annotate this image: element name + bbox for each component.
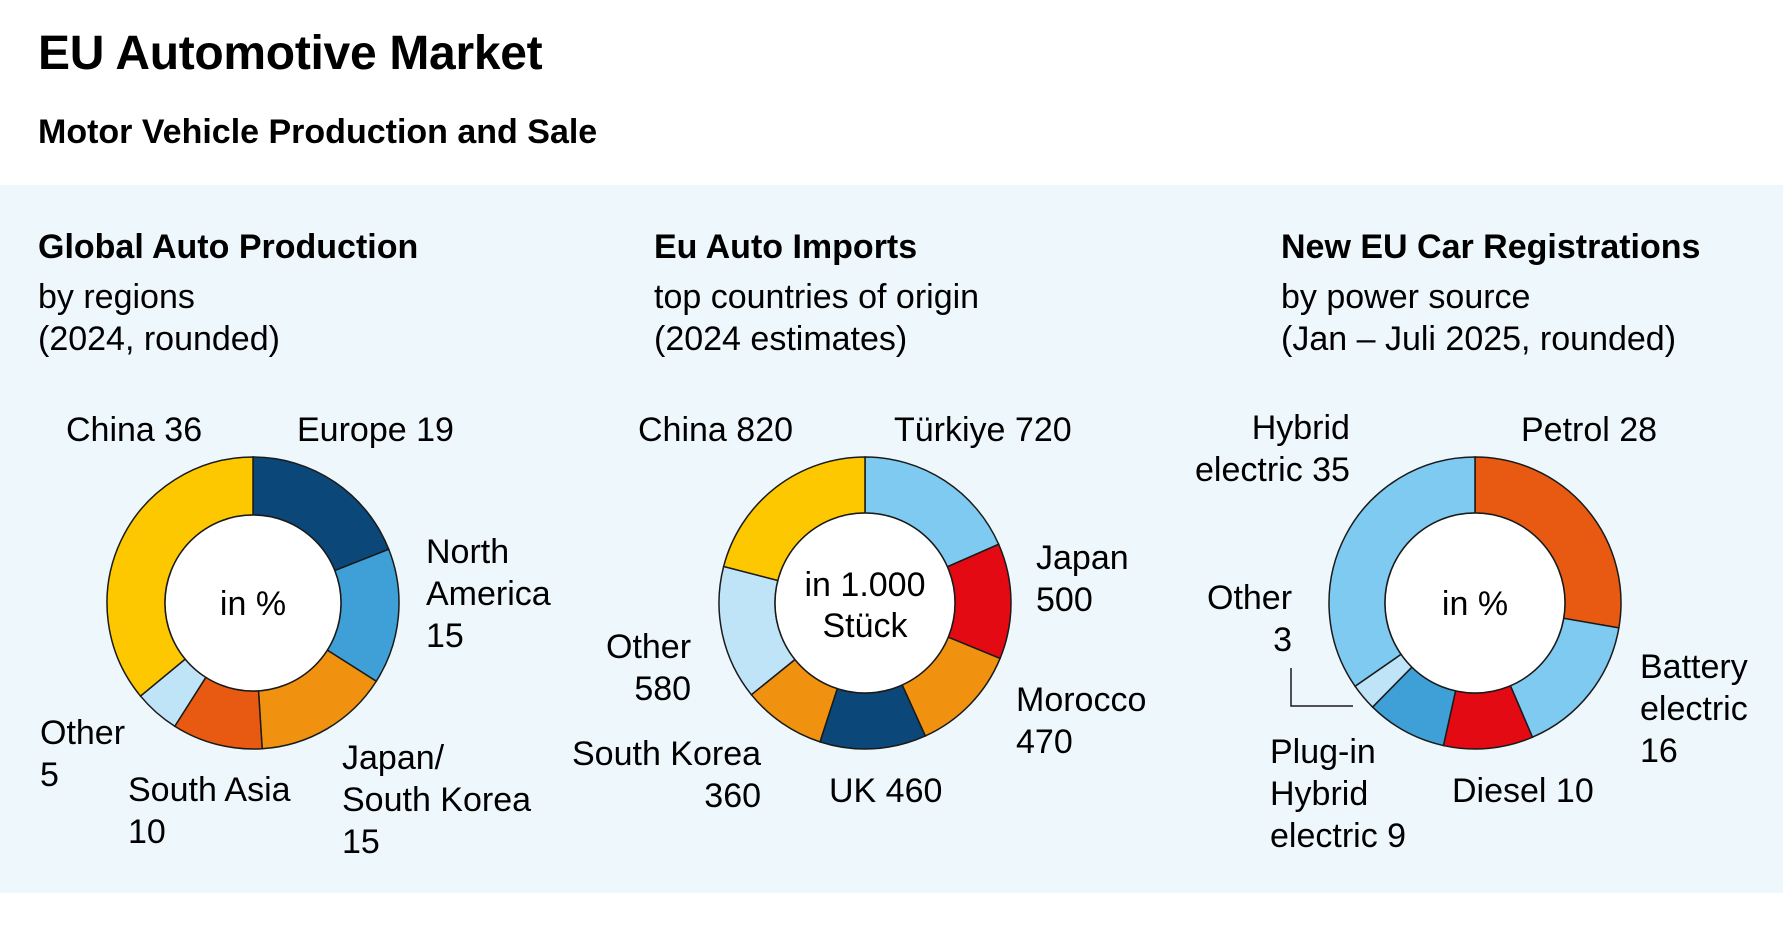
charts-panel: Global Auto Production by regions (2024,… bbox=[0, 185, 1783, 893]
slice-label-japan-south-korea: Japan/ South Korea 15 bbox=[342, 739, 532, 861]
chart-subtitle-line1: by power source bbox=[1281, 278, 1531, 316]
chart-title: Eu Auto Imports bbox=[654, 228, 918, 266]
slice-label-diesel: Diesel 10 bbox=[1452, 772, 1594, 810]
center-label: in % bbox=[219, 585, 287, 623]
chart-title: Global Auto Production bbox=[38, 228, 419, 266]
other-leader-line bbox=[1290, 668, 1353, 707]
center-label: in 1.000 Stück bbox=[765, 565, 965, 647]
center-label-line2: Stück bbox=[822, 607, 908, 645]
chart-subtitle-line2: (Jan – Juli 2025, rounded) bbox=[1281, 320, 1677, 358]
donut-hole bbox=[164, 514, 342, 692]
chart-subtitle: by regions (2024, rounded) bbox=[38, 276, 280, 360]
slice-label-other: Other 580 bbox=[606, 628, 692, 708]
slice-label-other: Other 5 bbox=[40, 714, 126, 794]
global-production-chart: Global Auto Production by regions (2024,… bbox=[38, 185, 598, 893]
chart-subtitle: top countries of origin (2024 estimates) bbox=[654, 276, 979, 360]
page-title: EU Automotive Market bbox=[38, 27, 543, 80]
eu-imports-chart: Eu Auto Imports top countries of origin … bbox=[572, 185, 1174, 893]
chart-subtitle-line2: (2024, rounded) bbox=[38, 320, 280, 358]
donut-svg bbox=[1290, 456, 1622, 750]
center-label: in % bbox=[1441, 585, 1509, 623]
chart-subtitle-line1: by regions bbox=[38, 278, 195, 316]
slice-label-hybrid-electric: Hybrid electric 35 bbox=[1195, 409, 1350, 489]
chart-subtitle: by power source (Jan – Juli 2025, rounde… bbox=[1281, 276, 1676, 360]
center-label-line1: in 1.000 bbox=[804, 566, 926, 604]
chart-title: New EU Car Registrations bbox=[1281, 228, 1701, 266]
slice-label-turkiye: Türkiye 720 bbox=[894, 411, 1072, 449]
slice-label-south-korea: South Korea 360 bbox=[572, 735, 762, 815]
donut-hole bbox=[774, 512, 956, 694]
donut-hole bbox=[1384, 512, 1566, 694]
slice-label-plug-in-hybrid: Plug-in Hybrid electric 9 bbox=[1270, 733, 1407, 855]
chart-subtitle-line1: top countries of origin bbox=[654, 278, 980, 316]
slice-label-battery-electric: Battery electric 16 bbox=[1640, 648, 1748, 770]
slice-label-china: China 820 bbox=[638, 411, 794, 449]
slice-label-other: Other 3 bbox=[1207, 579, 1293, 659]
slice-label-europe: Europe 19 bbox=[297, 411, 454, 449]
slice-label-north-america: North America 15 bbox=[426, 533, 551, 655]
slice-label-morocco: Morocco 470 bbox=[1016, 681, 1147, 761]
donut-svg bbox=[106, 456, 400, 750]
chart-subtitle-line2: (2024 estimates) bbox=[654, 320, 908, 358]
eu-registrations-chart: New EU Car Registrations by power source… bbox=[1195, 185, 1783, 893]
slice-label-china: China 36 bbox=[66, 411, 203, 449]
slice-label-uk: UK 460 bbox=[829, 772, 943, 810]
page-subtitle: Motor Vehicle Production and Sale bbox=[38, 113, 598, 151]
donut-svg bbox=[718, 456, 1012, 750]
slice-label-japan: Japan 500 bbox=[1036, 539, 1129, 619]
slice-label-south-asia: South Asia 10 bbox=[128, 771, 291, 851]
slice-label-petrol: Petrol 28 bbox=[1521, 411, 1658, 449]
